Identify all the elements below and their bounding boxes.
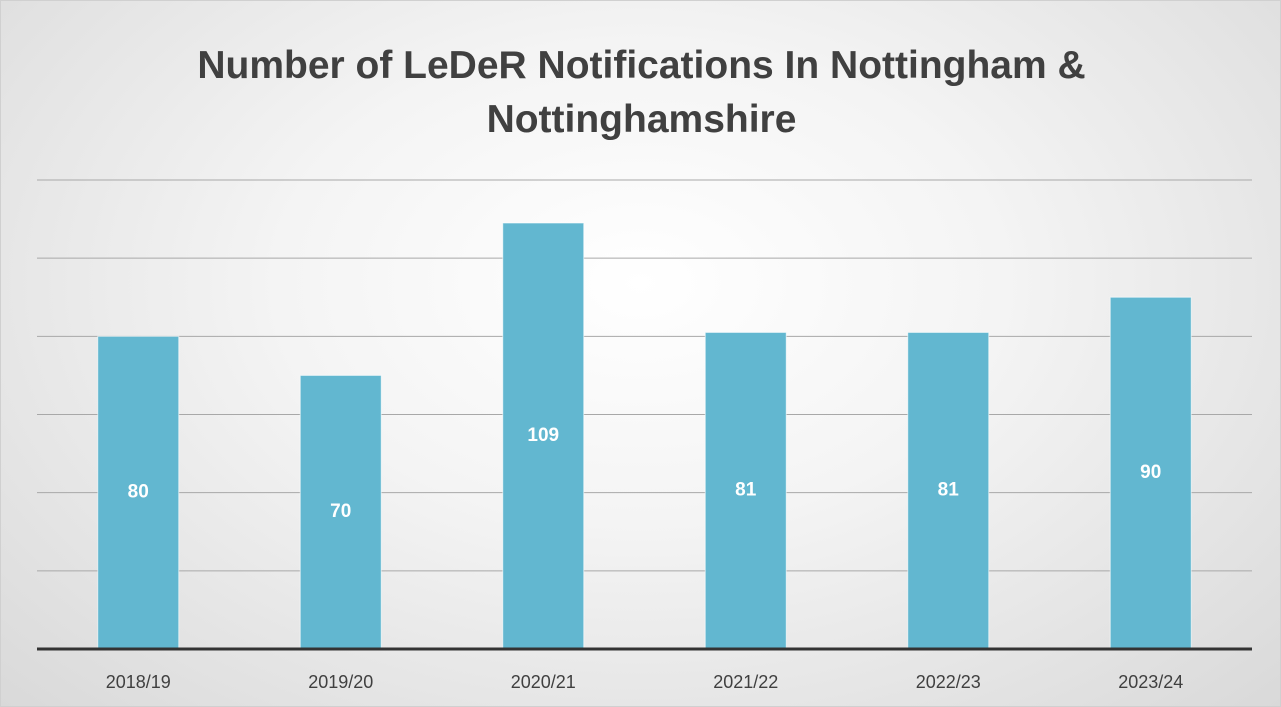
data-label: 109 — [527, 425, 559, 446]
data-label: 90 — [1140, 462, 1161, 483]
x-tick-label: 2020/21 — [511, 672, 576, 692]
data-label: 80 — [128, 482, 149, 503]
x-tick-label: 2018/19 — [106, 672, 171, 692]
x-tick-label: 2021/22 — [713, 672, 778, 692]
chart-title: Number of LeDeR Notifications In Notting… — [197, 44, 1086, 141]
bar — [97, 335, 180, 650]
x-tick-label: 2023/24 — [1118, 672, 1183, 692]
x-tick-label: 2022/23 — [916, 672, 981, 692]
data-label: 81 — [735, 480, 757, 501]
bar — [502, 222, 585, 650]
x-tick-label: 2019/20 — [308, 672, 373, 692]
bar — [907, 331, 990, 650]
bar — [299, 374, 382, 650]
data-label: 81 — [938, 480, 960, 501]
data-label: 70 — [330, 501, 351, 522]
